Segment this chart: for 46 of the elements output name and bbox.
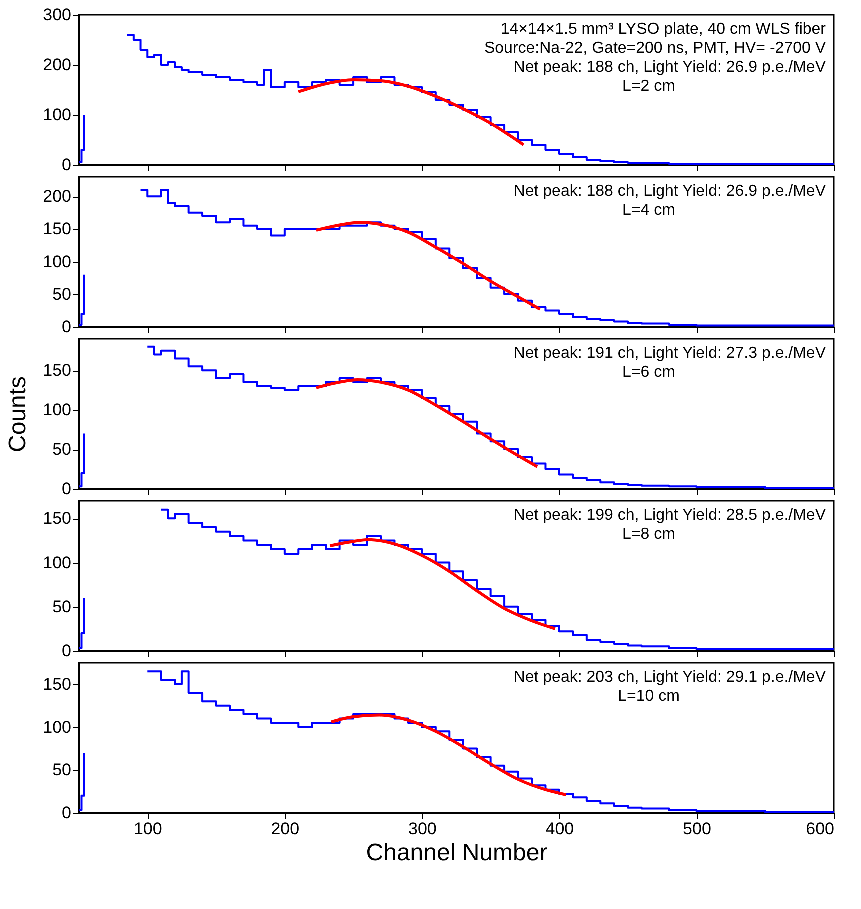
y-tick-label: 150 <box>43 674 72 694</box>
y-tick-label: 150 <box>43 509 72 528</box>
annotation: L=8 cm <box>622 526 676 543</box>
annotation: L=2 cm <box>622 78 676 95</box>
line-series <box>314 378 539 468</box>
y-tick-label: 0 <box>62 804 72 822</box>
y-tick-label: 150 <box>43 361 72 380</box>
line-series <box>314 221 542 311</box>
y-tick-label: 0 <box>62 642 72 660</box>
x-tick-label: 100 <box>134 820 162 838</box>
x-tick-label: 600 <box>806 820 834 838</box>
annotation: Source:Na-22, Gate=200 ns, PMT, HV= -2700 V <box>484 40 826 57</box>
annotation: Net peak: 199 ch, Light Yield: 28.5 p.e./MeV <box>514 507 826 524</box>
line-series <box>330 714 568 796</box>
y-tick-label: 100 <box>43 400 72 420</box>
y-tick-label: 50 <box>52 440 72 460</box>
x-tick-label: 500 <box>683 820 712 838</box>
y-tick-label: 0 <box>62 318 72 336</box>
y-tick-label: 50 <box>52 760 72 780</box>
y-tick-label: 200 <box>43 56 72 74</box>
annotation: L=6 cm <box>622 364 676 381</box>
y-tick-label: 50 <box>52 284 72 304</box>
y-tick-label: 100 <box>43 252 72 272</box>
annotation: Net peak: 188 ch, Light Yield: 26.9 p.e./MeV <box>514 59 826 76</box>
x-tick-label: 300 <box>408 820 437 838</box>
y-tick-label: 200 <box>43 187 72 206</box>
y-tick-label: 150 <box>43 220 72 239</box>
annotation: 14×14×1.5 mm³ LYSO plate, 40 cm WLS fiber <box>500 21 827 38</box>
annotation: Net peak: 191 ch, Light Yield: 27.3 p.e./MeV <box>514 345 826 362</box>
x-axis-title: Channel Number <box>366 840 548 866</box>
x-tick-label: 200 <box>271 820 300 838</box>
y-tick-label: 100 <box>43 553 72 572</box>
annotation: L=4 cm <box>622 202 676 219</box>
y-tick-label: 300 <box>43 6 72 24</box>
annotation: L=10 cm <box>618 688 680 705</box>
x-tick-label: 400 <box>546 820 574 838</box>
annotation: Net peak: 188 ch, Light Yield: 26.9 p.e./MeV <box>514 183 826 200</box>
y-axis-title: Counts <box>4 376 32 453</box>
y-tick-label: 0 <box>62 480 72 498</box>
line-series <box>297 78 526 146</box>
y-tick-label: 100 <box>43 718 72 737</box>
y-tick-label: 50 <box>52 597 72 616</box>
y-tick-label: 0 <box>62 156 72 174</box>
y-tick-label: 100 <box>43 106 72 124</box>
line-series <box>328 538 557 630</box>
annotation: Net peak: 203 ch, Light Yield: 29.1 p.e./MeV <box>514 669 826 686</box>
